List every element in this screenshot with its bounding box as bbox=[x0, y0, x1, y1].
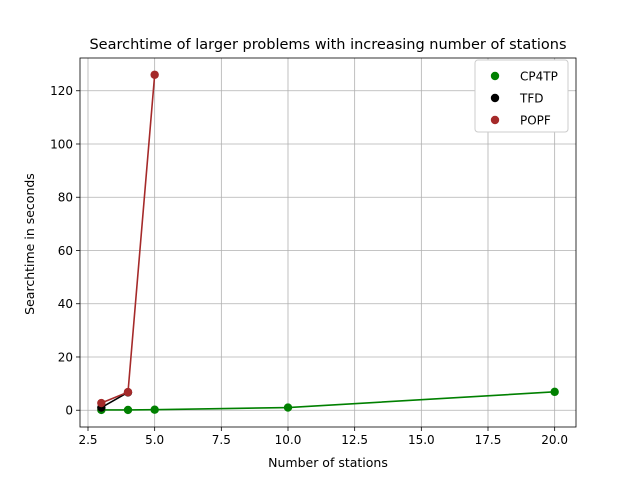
legend: CP4TP TFD POPF bbox=[474, 59, 569, 133]
data-point-cp4tp bbox=[150, 405, 159, 414]
series-line-tfd bbox=[100, 391, 129, 409]
y-tick-label: 40 bbox=[58, 297, 73, 311]
legend-marker-cp4tp bbox=[490, 71, 500, 81]
x-axis-label: Number of stations bbox=[268, 455, 388, 470]
y-tick-label: 80 bbox=[58, 191, 73, 205]
y-tick-label: 120 bbox=[50, 84, 73, 98]
legend-label-cp4tp: CP4TP bbox=[520, 70, 558, 84]
data-point-cp4tp bbox=[123, 405, 133, 415]
data-point-cp4tp bbox=[283, 403, 293, 412]
x-tick-label: 12.5 bbox=[341, 433, 368, 447]
x-tick-label: 17.5 bbox=[475, 433, 502, 447]
y-axis-label: Searchtime in seconds bbox=[22, 173, 37, 315]
x-tick-label: 7.5 bbox=[212, 433, 231, 447]
plot-frame bbox=[79, 57, 577, 428]
x-tick-label: 20.0 bbox=[541, 433, 568, 447]
legend-label-popf: POPF bbox=[520, 114, 551, 128]
chart-title: Searchtime of larger problems with incre… bbox=[89, 37, 566, 53]
legend-label-tfd: TFD bbox=[519, 92, 543, 106]
data-point-popf bbox=[123, 387, 133, 397]
x-tick-label: 15.0 bbox=[408, 433, 435, 447]
axis-ticks: 2.5 5.0 7.5 10.0 12.5 15.0 17.5 20.0 0 20 40 60 80 10… bbox=[50, 84, 568, 447]
x-tick-label: 2.5 bbox=[78, 433, 97, 447]
x-tick-label: 5.0 bbox=[145, 433, 164, 447]
data-point-popf bbox=[97, 398, 106, 408]
plot-series bbox=[97, 70, 559, 415]
data-point-popf bbox=[150, 70, 159, 79]
y-tick-label: 60 bbox=[58, 244, 73, 258]
y-tick-label: 0 bbox=[65, 404, 73, 418]
x-tick-label: 10.0 bbox=[275, 433, 302, 447]
y-tick-label: 100 bbox=[50, 137, 73, 151]
legend-marker-tfd bbox=[490, 93, 500, 103]
legend-marker-popf bbox=[490, 115, 500, 125]
y-tick-label: 20 bbox=[58, 350, 73, 364]
data-point-cp4tp bbox=[550, 387, 559, 397]
